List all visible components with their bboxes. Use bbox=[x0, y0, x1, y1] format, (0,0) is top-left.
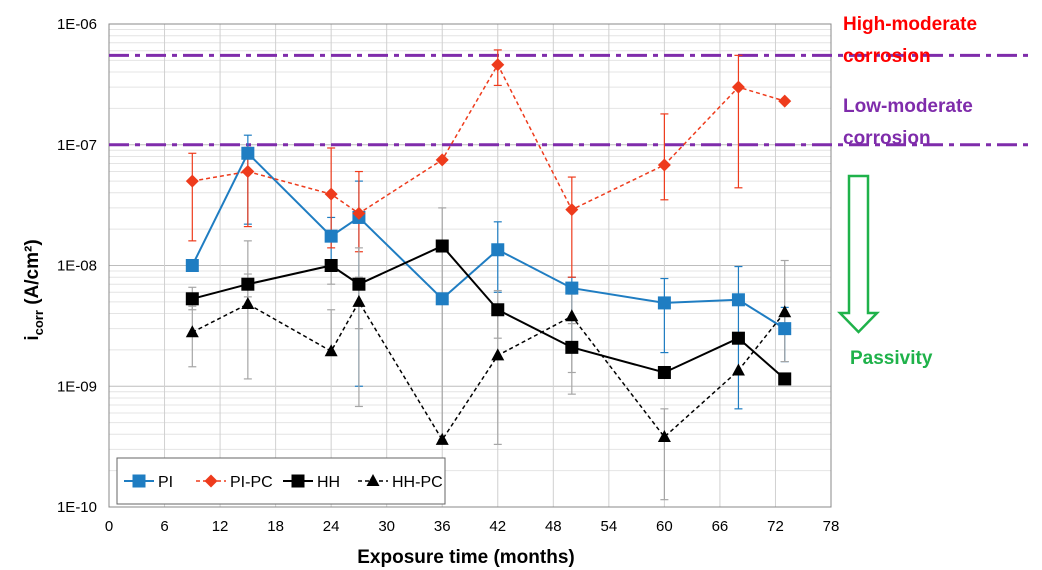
legend-marker-hh bbox=[291, 474, 305, 488]
high-moderate-label: High-moderate bbox=[843, 14, 977, 35]
data-point-hh bbox=[352, 277, 366, 291]
data-point-hh-pc bbox=[565, 309, 579, 322]
data-point-hh bbox=[565, 340, 579, 354]
series-line-hh bbox=[192, 244, 786, 380]
data-point-pi-pc bbox=[435, 153, 449, 167]
low-moderate-label-line2: corrosion bbox=[843, 128, 931, 149]
data-point-hh-pc bbox=[657, 429, 671, 442]
data-point-hh bbox=[185, 292, 199, 306]
y-tick-label: 1E-09 bbox=[57, 378, 97, 395]
data-point-pi-pc bbox=[185, 174, 199, 188]
x-tick-label: 6 bbox=[160, 518, 168, 535]
data-point-hh-pc bbox=[324, 344, 338, 357]
series-markers bbox=[185, 58, 792, 445]
data-point-hh bbox=[435, 239, 449, 253]
data-point-hh bbox=[491, 303, 505, 317]
data-point-pi bbox=[241, 146, 255, 160]
data-point-pi bbox=[731, 293, 745, 307]
data-point-hh-pc bbox=[241, 296, 255, 309]
x-tick-label: 36 bbox=[434, 518, 451, 535]
data-point-pi bbox=[185, 259, 199, 272]
x-tick-label: 30 bbox=[378, 518, 395, 535]
data-point-hh-pc bbox=[491, 348, 505, 361]
data-point-pi bbox=[491, 243, 505, 257]
x-tick-label: 78 bbox=[823, 518, 840, 535]
series-line-hh-pc bbox=[191, 300, 786, 442]
data-point-pi bbox=[778, 322, 792, 336]
y-axis-title-subscript: corr bbox=[31, 310, 46, 335]
data-point-hh bbox=[657, 365, 671, 379]
x-tick-label: 18 bbox=[267, 518, 284, 535]
y-tick-labels: 1E-10 1E-09 1E-08 1E-07 1E-06 bbox=[57, 16, 97, 516]
y-tick-label: 1E-06 bbox=[57, 16, 97, 33]
y-axis-title: icorr (A/cm²) bbox=[22, 239, 46, 340]
x-tick-label: 72 bbox=[767, 518, 784, 535]
y-axis-title-unit: (A/cm²) bbox=[22, 239, 43, 310]
data-point-hh-pc bbox=[352, 294, 366, 307]
legend-label-pi-pc: PI-PC bbox=[230, 474, 273, 491]
x-tick-label: 24 bbox=[323, 518, 340, 535]
x-tick-label: 42 bbox=[489, 518, 506, 535]
data-point-pi bbox=[435, 292, 449, 306]
data-point-pi bbox=[324, 229, 338, 243]
x-tick-label: 12 bbox=[212, 518, 229, 535]
data-point-pi-pc bbox=[324, 187, 338, 201]
x-tick-label: 54 bbox=[601, 518, 618, 535]
series-line-pi bbox=[191, 151, 786, 330]
x-tick-label: 48 bbox=[545, 518, 562, 535]
data-point-hh bbox=[324, 259, 338, 272]
legend-marker-pi-pc bbox=[204, 474, 218, 488]
minor-gridlines bbox=[109, 29, 831, 472]
passivity-arrow bbox=[837, 174, 880, 334]
data-point-pi-pc bbox=[731, 80, 745, 94]
legend-marker-hh-pc bbox=[366, 474, 380, 486]
data-point-hh-pc bbox=[778, 305, 792, 318]
x-tick-labels: 0 6 12 18 24 30 36 42 48 54 60 66 72 78 bbox=[105, 518, 840, 535]
x-tick-label: 66 bbox=[712, 518, 729, 535]
data-point-pi-pc bbox=[565, 203, 579, 217]
data-point-hh-pc bbox=[731, 363, 745, 376]
data-point-pi bbox=[565, 281, 579, 295]
data-point-hh-pc bbox=[435, 432, 449, 445]
high-moderate-label-line2: corrosion bbox=[843, 46, 931, 67]
low-moderate-label: Low-moderate bbox=[843, 96, 973, 117]
data-point-pi-pc bbox=[778, 94, 792, 108]
error-bars bbox=[188, 49, 789, 501]
data-point-pi-pc bbox=[352, 206, 366, 220]
plot-area-frame bbox=[108, 23, 832, 508]
x-tick-label: 60 bbox=[656, 518, 673, 535]
threshold-lines bbox=[109, 53, 1030, 147]
region-annotations: High-moderate corrosion Low-moderate cor… bbox=[843, 14, 977, 369]
data-point-hh-pc bbox=[185, 325, 199, 338]
legend-label-hh-pc: HH-PC bbox=[392, 474, 443, 491]
x-axis-title: Exposure time (months) bbox=[357, 547, 574, 568]
y-tick-label: 1E-07 bbox=[57, 137, 97, 154]
passivity-label: Passivity bbox=[850, 348, 933, 369]
data-point-hh bbox=[241, 277, 255, 291]
data-point-pi-pc bbox=[657, 158, 671, 172]
y-tick-label: 1E-08 bbox=[57, 258, 97, 275]
y-tick-label: 1E-10 bbox=[57, 499, 97, 516]
legend-marker-pi bbox=[132, 474, 146, 488]
data-point-hh bbox=[778, 372, 792, 386]
data-point-pi-pc bbox=[241, 165, 255, 179]
x-tick-label: 0 bbox=[105, 518, 113, 535]
data-point-pi-pc bbox=[491, 58, 505, 72]
data-point-hh bbox=[731, 331, 745, 345]
data-point-pi bbox=[657, 296, 671, 310]
legend-label-hh: HH bbox=[317, 474, 340, 491]
legend-label-pi: PI bbox=[158, 474, 173, 491]
legend: PI PI-PC HH HH-PC bbox=[116, 457, 446, 505]
legend-box bbox=[116, 457, 446, 505]
y-axis-title-main: i bbox=[22, 335, 43, 340]
series-line-pi-pc bbox=[192, 63, 785, 215]
series-lines bbox=[191, 63, 786, 442]
